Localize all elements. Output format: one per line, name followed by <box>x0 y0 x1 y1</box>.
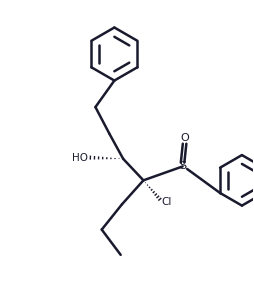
Text: O: O <box>180 133 189 143</box>
Text: S: S <box>179 161 186 171</box>
Text: HO: HO <box>72 153 88 163</box>
Text: Cl: Cl <box>161 197 171 207</box>
